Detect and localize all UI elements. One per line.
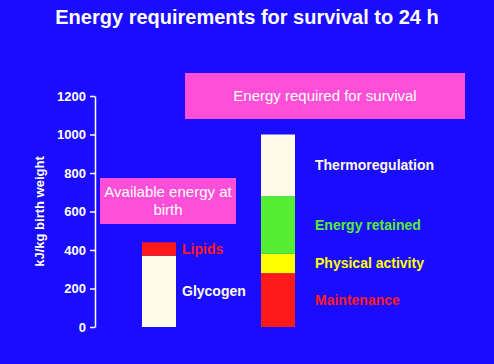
category-label: Available energy at birth: [100, 178, 236, 224]
y-tick-label: 0: [79, 320, 86, 335]
bar-segment: [261, 196, 295, 254]
y-tick: 1000: [57, 127, 95, 142]
y-axis-title: kJ/kg birth weight: [32, 156, 47, 267]
bar-segment: [142, 256, 176, 327]
y-tick: 600: [64, 204, 95, 219]
y-tick: 1200: [57, 89, 95, 104]
bars: [142, 135, 295, 328]
y-tick: 0: [79, 320, 95, 335]
segment-label: Maintenance: [315, 292, 400, 308]
bar-segment: [142, 242, 176, 255]
segment-label: Physical activity: [315, 255, 424, 271]
y-tick: 200: [64, 281, 95, 296]
y-tick-mark: [90, 134, 95, 136]
y-tick-mark: [90, 173, 95, 175]
y-tick-mark: [90, 327, 95, 329]
segment-label: Thermoregulation: [315, 157, 434, 173]
segment-label: Glycogen: [182, 283, 246, 299]
bar-segment: [261, 135, 295, 197]
y-tick-label: 400: [64, 243, 86, 258]
segment-label: Lipids: [182, 241, 223, 257]
y-tick: 400: [64, 243, 95, 258]
y-tick-mark: [90, 96, 95, 98]
title: Energy requirements for survival to 24 h: [55, 6, 438, 28]
y-tick-mark: [90, 288, 95, 290]
y-tick-label: 200: [64, 281, 86, 296]
chart: Energy requirements for survival to 24 h…: [0, 0, 494, 364]
y-tick-label: 1000: [57, 127, 86, 142]
bar-segment: [261, 273, 295, 327]
y-tick-label: 600: [64, 204, 86, 219]
y-tick-label: 800: [64, 166, 86, 181]
segment-label: Energy retained: [315, 217, 421, 233]
y-tick-mark: [90, 250, 95, 252]
y-axis: 0 200 400 600 800 1000 1200: [57, 89, 95, 335]
y-tick: 800: [64, 166, 95, 181]
y-tick-label: 1200: [57, 89, 86, 104]
y-tick-mark: [90, 211, 95, 213]
category-label: Energy required for survival: [185, 73, 465, 119]
bar-segment: [261, 254, 295, 273]
